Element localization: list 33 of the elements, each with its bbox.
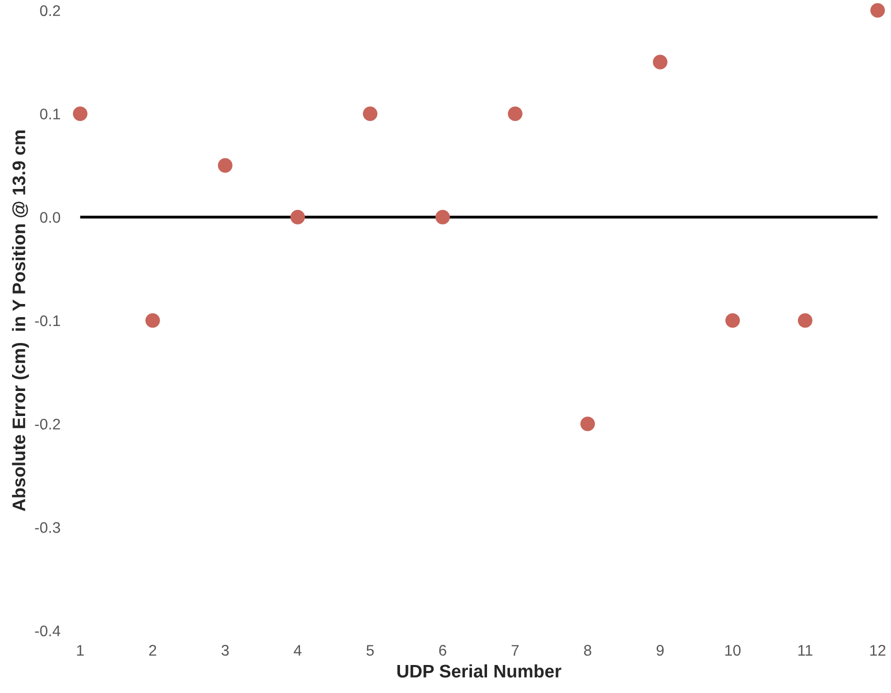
- y-tick-label: 0.2: [40, 5, 60, 16]
- point: [218, 158, 232, 173]
- y-tick-label: 0.1: [40, 108, 60, 120]
- point: [652, 54, 668, 70]
- x-tick-label: 3: [222, 644, 229, 656]
- x-tick-label: 4: [294, 645, 302, 656]
- x-tick-label: 1: [77, 645, 84, 656]
- x-axis-title: UDP Serial Number: [397, 664, 562, 678]
- x-tick-label: 6: [439, 644, 446, 656]
- x-tick-label: 10: [725, 644, 741, 656]
- point: [580, 416, 595, 432]
- y-axis-title: Absolute Error (cm) in Y Position @ 13.9 cm: [12, 130, 29, 512]
- x-tick-label: 12: [870, 644, 886, 656]
- point: [290, 210, 305, 224]
- point: [72, 106, 88, 122]
- x-tick-label: 11: [798, 645, 812, 656]
- x-tick-label: 2: [149, 644, 156, 656]
- x-tick-label: 8: [584, 644, 592, 656]
- point: [145, 313, 160, 328]
- x-tick-label: 9: [656, 644, 664, 656]
- y-tick-label: -0.3: [35, 522, 60, 533]
- point: [870, 3, 885, 18]
- x-tick-label: 7: [512, 645, 519, 656]
- point: [725, 313, 740, 328]
- point: [508, 106, 522, 122]
- point: [798, 313, 812, 328]
- y-tick-label: -0.4: [35, 626, 60, 636]
- y-tick-label: 0.0: [40, 212, 60, 223]
- x-tick-label: 5: [366, 645, 374, 656]
- y-tick-label: -0.2: [35, 418, 60, 430]
- point: [435, 210, 450, 224]
- y-tick-label: -0.1: [35, 315, 60, 326]
- point: [362, 106, 378, 122]
